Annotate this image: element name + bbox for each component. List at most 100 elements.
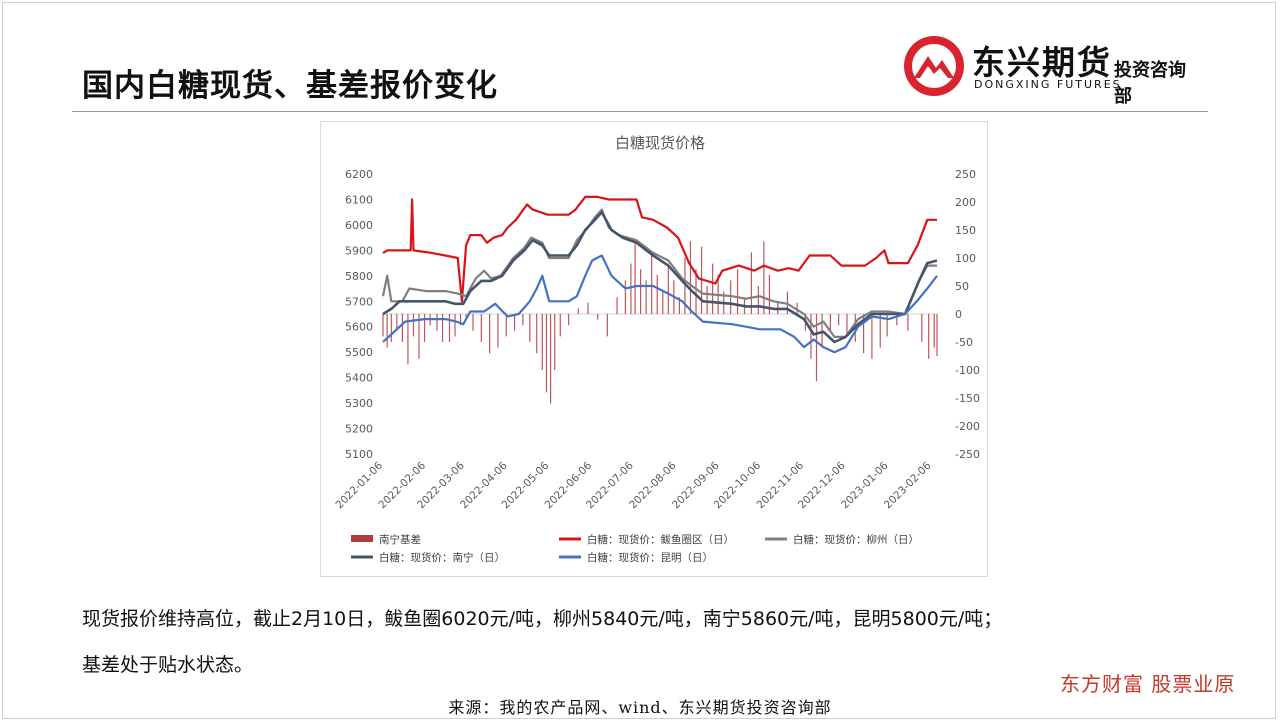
basis-bar: [896, 314, 898, 326]
basis-bar: [886, 314, 888, 337]
basis-bar: [700, 246, 703, 314]
basis-bar: [750, 252, 753, 314]
basis-bar: [386, 314, 388, 348]
logo-department: 投资咨询部: [1114, 60, 1186, 107]
y-tick-label: 5700: [345, 295, 373, 308]
source-note: 来源：我的农产品网、wind、东兴期货投资咨询部: [448, 698, 832, 717]
company-logo: 东兴期货 DONGXING FUTURES 投资咨询部: [902, 34, 1202, 107]
basis-bar: [630, 263, 632, 314]
basis-bar: [465, 314, 467, 320]
basis-bar: [545, 314, 548, 393]
y2-tick-label: -150: [955, 392, 980, 405]
y2-tick-label: -250: [955, 448, 980, 461]
y-tick-label: 5100: [345, 448, 373, 461]
basis-bar: [933, 314, 935, 348]
basis-bar: [678, 297, 680, 314]
y2-tick-label: -50: [955, 336, 973, 349]
legend-label: 白糖：现货价：昆明（日）: [587, 551, 713, 564]
basis-bar: [448, 314, 451, 342]
y-tick-label: 6200: [345, 168, 373, 181]
y-tick-label: 5200: [345, 423, 373, 436]
basis-bar: [684, 258, 686, 314]
basis-bar: [624, 280, 626, 314]
legend-swatch: [351, 535, 373, 542]
basis-bar: [522, 314, 524, 326]
basis-bar: [423, 314, 426, 342]
chart-title: 白糖现货价格: [615, 134, 705, 152]
basis-bar: [730, 280, 732, 314]
basis-bar: [879, 314, 881, 348]
legend-label: 白糖：现货价：柳州（日）: [793, 533, 919, 546]
y2-tick-label: -200: [955, 420, 980, 433]
sugar-spot-price-chart: 白糖现货价格 6200 6100 6000 5900 5800 5700 5600 5500 54…: [333, 134, 980, 564]
y2-tick-label: 250: [955, 168, 976, 181]
basis-bar: [810, 314, 812, 359]
basis-bar: [489, 314, 491, 354]
basis-bar: [541, 314, 543, 370]
chart-container: 白糖现货价格 6200 6100 6000 5900 5800 5700 5600 5500 54…: [320, 121, 988, 577]
basis-bar: [412, 314, 415, 337]
basis-bar: [441, 314, 444, 342]
basis-bar: [577, 308, 579, 314]
basis-bar: [396, 314, 398, 331]
y-tick-label: 5300: [345, 397, 373, 410]
basis-bar: [606, 314, 608, 337]
basis-bar: [407, 314, 409, 365]
basis-bar: [418, 314, 420, 359]
basis-bar: [401, 314, 403, 342]
basis-bar: [554, 314, 556, 370]
basis-bar: [928, 314, 930, 359]
dongxing-emblem-icon: [904, 36, 964, 96]
basis-bar: [829, 314, 831, 331]
basis-bar: [549, 314, 552, 404]
basis-bar: [459, 314, 462, 326]
basis-bar: [736, 269, 739, 314]
basis-bar: [757, 286, 759, 314]
basis-bar: [390, 314, 392, 342]
series-line-3: [382, 210, 938, 344]
basis-bar: [695, 269, 697, 314]
logo-chinese-name: 东兴期货: [972, 43, 1112, 82]
summary-line-2: 基差处于贴水状态。: [82, 654, 254, 676]
basis-bar: [536, 314, 538, 354]
basis-bar: [862, 314, 865, 354]
basis-bar: [651, 252, 653, 314]
y2-tick-label: 150: [955, 224, 976, 237]
y2-tick-label: 50: [955, 280, 969, 293]
basis-bar: [662, 291, 664, 314]
basis-bar: [382, 314, 384, 337]
y-tick-label: 5500: [345, 346, 373, 359]
basis-bar: [768, 274, 771, 314]
basis-bar: [597, 314, 599, 320]
basis-bar: [907, 314, 909, 331]
y2-tick-label: 200: [955, 196, 976, 209]
basis-bar: [640, 269, 642, 314]
y2-tick-label: -100: [955, 364, 980, 377]
basis-bar: [871, 314, 873, 359]
basis-bar: [838, 314, 840, 326]
basis-bar: [821, 314, 823, 348]
basis-bar: [689, 241, 692, 314]
y-tick-label: 6000: [345, 219, 373, 232]
legend-label: 白糖：现货价：鲅鱼圈区（日）: [587, 533, 734, 546]
y-tick-label: 6100: [345, 193, 373, 206]
page-title: 国内白糖现货、基差报价变化: [82, 68, 498, 104]
y-tick-label: 5800: [345, 270, 373, 283]
y-tick-label: 5600: [345, 321, 373, 334]
title-divider: [72, 111, 1208, 112]
basis-bar: [656, 274, 658, 314]
legend-label: 南宁基差: [379, 533, 421, 546]
basis-bar: [497, 314, 499, 348]
basis-bar: [559, 314, 561, 337]
basis-bar: [763, 241, 765, 314]
basis-bar: [706, 286, 708, 314]
y2-tick-label: 100: [955, 252, 976, 265]
basis-bar: [529, 314, 531, 342]
basis-bar: [436, 314, 438, 331]
basis-bar: [712, 263, 714, 314]
y-tick-label: 5400: [345, 372, 373, 385]
basis-bar: [454, 314, 456, 337]
basis-bar: [645, 280, 647, 314]
basis-bar: [480, 314, 482, 342]
basis-bar: [472, 314, 474, 331]
